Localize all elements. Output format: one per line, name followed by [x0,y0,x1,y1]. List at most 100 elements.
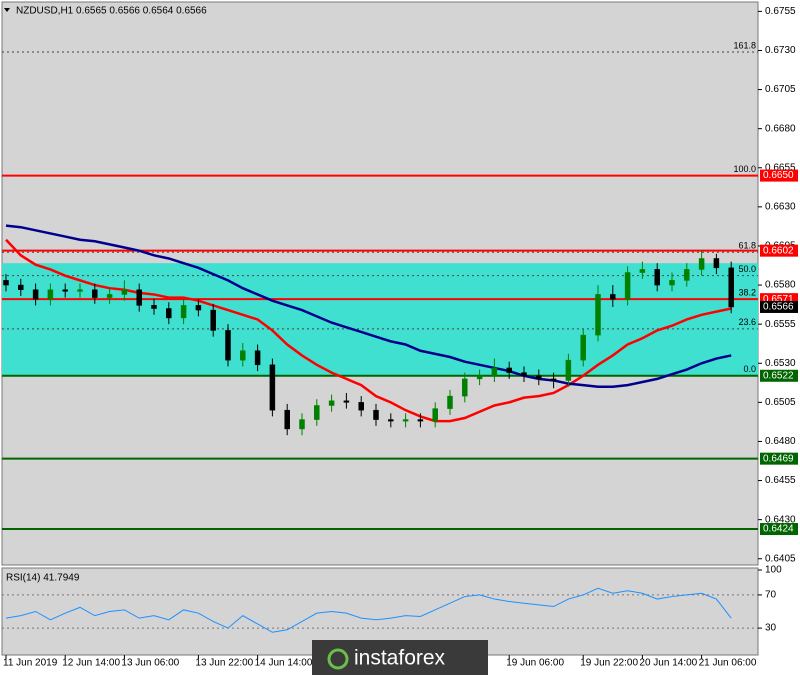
candle-body [728,267,734,308]
y-tick-label: 0.6405 [765,553,796,564]
price-label-box [760,369,798,382]
price-label-box [760,523,798,536]
candle-body [3,280,9,286]
x-tick-label: 20 Jun 14:00 [639,658,697,669]
candle-body [225,330,231,361]
candle-body [624,272,631,300]
price-label: 0.6522 [763,370,794,381]
candle-body [314,405,320,420]
y-tick-label: 0.6455 [765,475,796,486]
candle-body [476,375,483,380]
candle-body [32,289,39,300]
y-tick-label: 0.6430 [765,514,796,525]
candle-body [328,400,335,406]
fib-label: 61.8 [738,241,756,251]
candle-body [506,367,512,373]
rsi-tick-label: 70 [765,590,777,601]
candle-body [62,289,68,292]
candle-body [18,284,24,291]
price-label: 0.6571 [763,294,794,305]
y-tick-label: 0.6505 [765,397,796,408]
fib-label: 38.2 [738,288,756,298]
x-tick-label: 19 Jun 22:00 [580,658,638,669]
fib-label: 0.0 [743,364,756,374]
candle-body [639,269,646,273]
y-tick-label: 0.6680 [765,123,796,134]
candle-body [136,289,142,306]
candle-body [669,280,675,286]
x-tick-label: 13 Jun 06:00 [121,658,179,669]
candle-body [684,269,690,281]
price-label-box [760,452,798,465]
watermark: instaforex [354,647,446,670]
candle-body [388,419,394,422]
price-label: 0.6566 [763,302,794,313]
x-tick-label: 21 Jun 06:00 [699,658,757,669]
candle-body [358,402,364,411]
candle-body [713,258,720,269]
candle-body [77,289,83,292]
y-tick-label: 0.6730 [765,45,796,56]
candle-body [417,419,424,422]
candle-body [47,289,54,300]
price-label-box [760,244,798,257]
candle-body [373,409,379,420]
y-tick-label: 0.6630 [765,202,796,213]
watermark-box [312,640,488,675]
candle-body [550,378,557,381]
x-tick-label: 14 Jun 14:00 [255,658,313,669]
candle-body [166,308,172,319]
x-tick-label: 19 Jun 06:00 [506,658,564,669]
candle-body [121,289,128,295]
candle-body [106,294,113,298]
zone [2,263,758,376]
moving-average [5,224,732,388]
candle-body [580,334,586,361]
candle-body [565,359,572,381]
candle-body [595,294,601,336]
candle-body [491,367,498,377]
price-label-box [760,169,798,182]
candle-body [521,372,527,377]
candle-body [92,289,98,298]
candle-body [654,269,660,286]
rsi-tick-label: 100 [765,565,782,576]
y-tick-label: 0.6580 [765,280,796,291]
y-tick-label: 0.6480 [765,436,796,447]
price-label: 0.6469 [763,453,794,464]
candle-body [432,408,438,422]
candle-body [343,400,350,403]
fib-label: 100.0 [733,164,756,174]
candle-body [536,375,542,380]
candle-body [299,419,305,430]
price-label-box [760,300,798,313]
x-tick-label: 11 Jun 2019 [3,658,58,669]
candle-body [462,378,468,397]
rsi-title: RSI(14) 41.7949 [6,573,80,584]
price-label: 0.6650 [763,170,794,181]
y-tick-label: 0.6555 [765,319,796,330]
candle-body [698,258,705,270]
fib-label: 50.0 [738,264,756,274]
watermark-icon [327,648,349,670]
candle-body [447,395,453,409]
y-tick-label: 0.6755 [765,6,796,17]
candle-body [180,305,187,319]
candle-body [151,305,157,309]
x-tick-label: 13 Jun 22:00 [195,658,253,669]
title-arrow [4,8,10,12]
candle-body [254,350,261,366]
x-tick-label: 12 Jun 14:00 [62,658,120,669]
fib-label: 23.6 [738,317,756,327]
price-label: 0.6602 [763,245,794,256]
chart-title: NZDUSD,H1 0.6565 0.6566 0.6564 0.6566 [16,6,207,17]
fib-label: 161.8 [733,40,756,50]
candle-body [240,350,246,361]
y-tick-label: 0.6655 [765,162,796,173]
price-label: 0.6424 [763,524,794,535]
rsi-tick-label: 30 [765,623,777,634]
candle-body [402,419,409,422]
rsi-line [5,587,732,633]
y-tick-label: 0.6705 [765,84,796,95]
